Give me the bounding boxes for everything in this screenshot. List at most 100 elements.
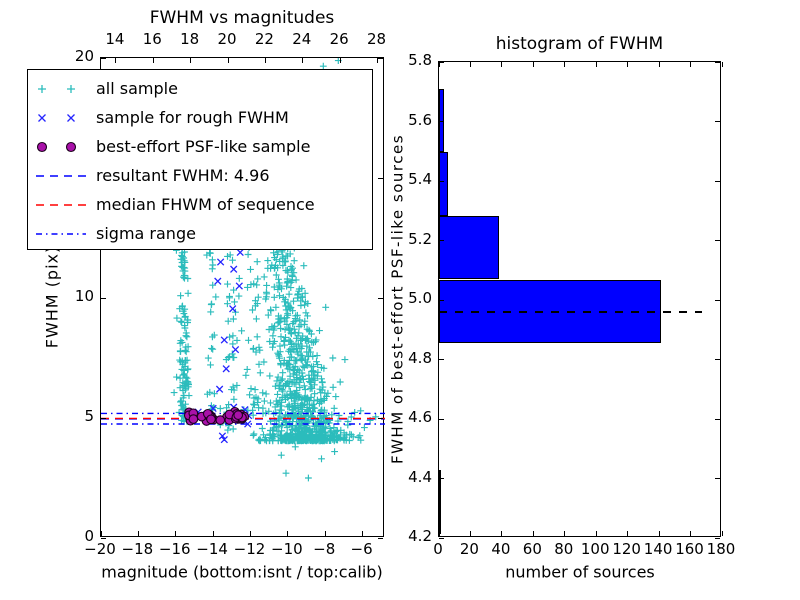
tick-mark [287, 531, 289, 536]
histogram-bar [439, 216, 499, 280]
legend-row: sample for rough FWHM [34, 103, 289, 132]
histogram-bar [439, 470, 441, 534]
tick-mark [362, 531, 364, 536]
psf-sample-marker [188, 414, 199, 424]
y-axis-tick-label: 5.0 [408, 289, 432, 307]
legend-label: resultant FWHM: 4.96 [96, 166, 270, 185]
y-axis-tick-label: 4.4 [408, 467, 432, 486]
tick-mark [715, 180, 720, 182]
legend-label: sigma range [96, 224, 196, 243]
tick-mark [658, 531, 660, 536]
bottom-axis-tick-label: 160 [675, 540, 704, 558]
y-axis-tick-label: 4.8 [408, 348, 432, 367]
y-axis-tick-label: 5.4 [408, 170, 432, 188]
x-axis-label-right: number of sources [505, 562, 655, 582]
y-axis-tick-label: 5.2 [408, 229, 432, 248]
tick-mark [339, 58, 341, 63]
tick-mark [439, 61, 444, 63]
tick-mark [715, 61, 720, 63]
tick-mark [152, 58, 154, 63]
left-chart-title: FWHM vs magnitudes [149, 8, 335, 28]
y-axis-tick-label: 10 [74, 287, 94, 305]
histogram-bar [439, 88, 444, 153]
bottom-axis-tick-label: 60 [522, 540, 542, 558]
top-axis-tick-label: 28 [366, 30, 387, 48]
tick-mark [532, 62, 534, 67]
tick-mark [564, 62, 566, 67]
y-axis-tick-label: 5.6 [408, 110, 432, 129]
tick-mark [627, 531, 629, 536]
tick-mark [212, 531, 214, 536]
bottom-axis-tick-label: −10 [271, 540, 303, 558]
bottom-axis-tick-label: −6 [350, 540, 373, 558]
tick-mark [439, 121, 444, 122]
legend-label: all sample [96, 79, 178, 98]
tick-mark [439, 180, 444, 182]
tick-mark [627, 62, 629, 67]
tick-mark [715, 359, 720, 360]
tick-mark [438, 531, 440, 536]
tick-mark [101, 297, 106, 299]
legend: all sample sample for rough FWHM best-effo… [27, 69, 373, 250]
legend-plus-marker-icon [38, 84, 75, 93]
legend-row: resultant FWHM: 4.96 [34, 161, 270, 190]
legend-row: sigma range [34, 219, 196, 248]
psf-sample-marker [233, 410, 244, 420]
y-axis-tick-label: 5 [84, 407, 94, 425]
tick-mark [101, 537, 106, 539]
tick-mark [324, 531, 326, 536]
tick-mark [439, 537, 444, 539]
tick-mark [690, 62, 692, 67]
tick-mark [715, 299, 720, 301]
tick-mark [501, 531, 503, 536]
histogram-axes [438, 61, 723, 539]
tick-mark [595, 62, 597, 67]
top-axis-tick-label: 18 [180, 30, 200, 48]
tick-mark [101, 417, 106, 419]
bottom-axis-tick-label: −14 [196, 540, 228, 558]
tick-mark [439, 240, 444, 241]
legend-label: best-effort PSF-like sample [96, 137, 311, 156]
tick-mark [378, 417, 383, 419]
tick-mark [469, 62, 471, 67]
tick-mark [439, 478, 444, 479]
tick-mark [227, 58, 229, 63]
top-axis-tick-label: 14 [105, 30, 125, 48]
top-axis-tick-label: 26 [329, 30, 349, 48]
tick-mark [378, 537, 383, 539]
tick-mark [715, 418, 720, 420]
tick-mark [564, 531, 566, 536]
bottom-axis-tick-label: 0 [433, 540, 443, 558]
bottom-axis-tick-label: 140 [643, 540, 673, 558]
legend-row: best-effort PSF-like sample [34, 132, 310, 161]
y-axis-tick-label: 0 [84, 527, 94, 545]
tick-mark [378, 297, 383, 299]
histogram-bar [439, 152, 449, 217]
bottom-axis-tick-label: 180 [706, 540, 736, 558]
y-axis-tick-label: 4.2 [408, 527, 432, 545]
legend-row: all sample [34, 74, 178, 103]
tick-mark [438, 62, 440, 67]
top-axis-tick-label: 24 [292, 30, 312, 48]
tick-mark [378, 57, 383, 59]
tick-mark [302, 58, 304, 63]
bottom-axis-tick-label: 20 [459, 540, 479, 558]
tick-mark [715, 121, 720, 122]
top-axis-tick-label: 20 [217, 30, 237, 48]
tick-mark [264, 58, 266, 63]
tick-mark [439, 418, 444, 420]
y-axis-tick-label: 20 [74, 47, 94, 65]
tick-mark [721, 531, 723, 536]
tick-mark [690, 531, 692, 536]
scatter-axes [100, 57, 385, 539]
tick-mark [532, 531, 534, 536]
legend-row: median FHWM of sequence [34, 190, 315, 219]
legend-line-sample-icon [36, 174, 86, 177]
y-axis-tick-label: 4.6 [408, 408, 432, 426]
tick-mark [439, 299, 444, 301]
tick-mark [137, 531, 139, 536]
legend-line-sample-icon [36, 232, 86, 235]
tick-mark [439, 359, 444, 360]
psf-sample-marker [206, 414, 216, 425]
